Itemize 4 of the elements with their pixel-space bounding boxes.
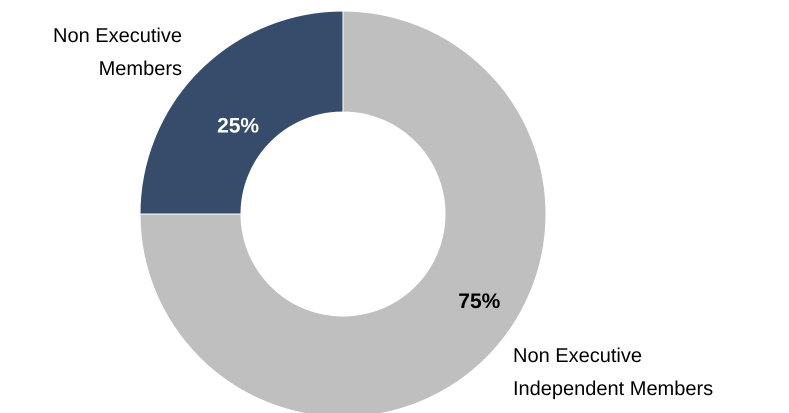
data-label: 25% — [217, 114, 260, 138]
slice-label: Non Executive Members — [53, 25, 182, 80]
data-label: 75% — [458, 290, 501, 313]
slice-label: Non Executive Independent Members — [513, 345, 714, 400]
